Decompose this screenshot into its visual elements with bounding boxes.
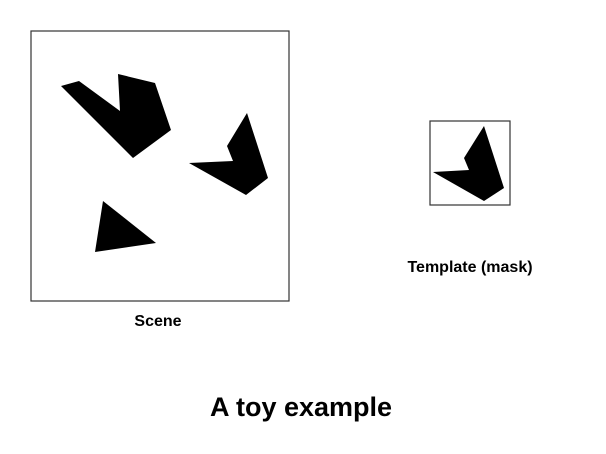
template-caption: Template (mask) — [407, 259, 533, 276]
scene-caption: Scene — [134, 313, 182, 330]
scene-shape-chevron-large — [61, 74, 171, 158]
template-shape-chevron — [433, 126, 504, 201]
scene-frame — [30, 30, 290, 302]
scene-shape-triangle — [95, 201, 156, 252]
diagram-title: A toy example — [209, 392, 393, 422]
scene-shape-chevron-small — [189, 113, 268, 195]
template-frame — [429, 120, 511, 206]
